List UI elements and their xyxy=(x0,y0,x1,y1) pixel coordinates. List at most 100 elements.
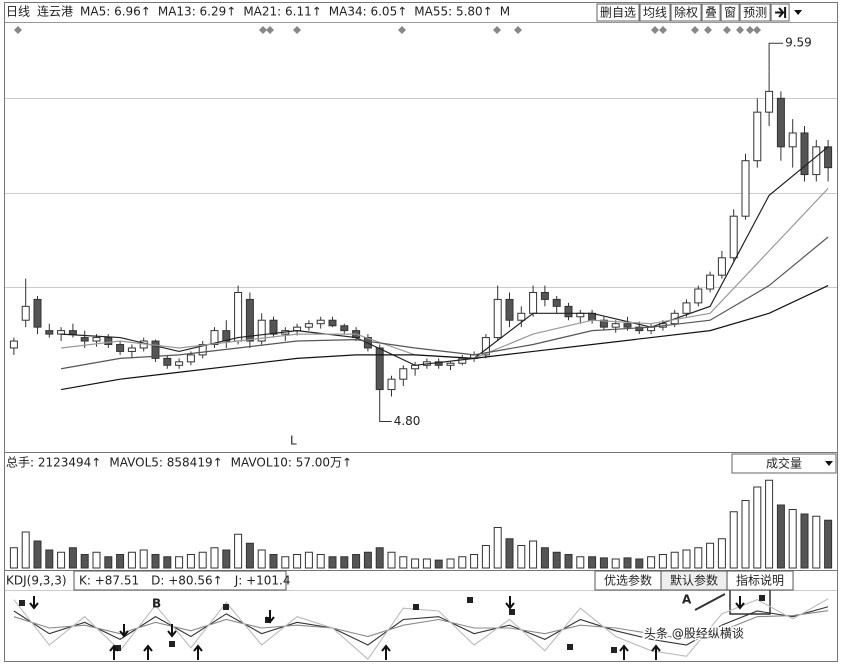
signal-diamond xyxy=(746,26,754,34)
volume-bar xyxy=(198,551,207,569)
candle-body xyxy=(210,330,219,345)
volume-bar xyxy=(92,551,101,569)
up-arrow xyxy=(651,644,661,660)
volume-bar xyxy=(434,559,443,569)
up-arrow xyxy=(619,644,629,660)
candle-body xyxy=(80,337,89,342)
signal-square xyxy=(467,597,473,603)
signal-diamond xyxy=(723,26,731,34)
candle-body xyxy=(328,319,337,327)
toolbar-label[interactable]: 删自选 xyxy=(600,6,636,20)
indicator-button[interactable] xyxy=(726,570,794,591)
candle-body xyxy=(399,368,408,380)
signal-square xyxy=(169,641,175,647)
header-text: MA5: 6.96↑ xyxy=(80,5,151,19)
candle-body xyxy=(269,319,278,335)
candle-body xyxy=(68,330,77,335)
volume-bar xyxy=(529,540,538,569)
signal-diamond xyxy=(651,26,659,34)
indicator-select-label[interactable]: 成交量 xyxy=(766,456,802,471)
volume-bar xyxy=(328,556,337,569)
toolbar-button[interactable] xyxy=(739,3,771,22)
volume-bar xyxy=(9,547,18,569)
volume-bar xyxy=(352,554,361,569)
header-text: M xyxy=(500,5,510,19)
volume-bar xyxy=(446,558,455,569)
candle-body xyxy=(788,132,797,148)
frame xyxy=(4,2,838,662)
candle-body xyxy=(92,337,101,342)
toolbar-button[interactable] xyxy=(670,3,702,22)
indicator-button-label[interactable]: 优选参数 xyxy=(604,573,652,588)
toolbar-label[interactable]: 叠 xyxy=(705,6,717,20)
volume-bar xyxy=(623,557,632,569)
kdj-readout: J: +101.4 xyxy=(234,574,291,588)
signal-square xyxy=(223,604,229,610)
toolbar-label[interactable]: 预测 xyxy=(743,6,767,20)
indicator-button-label[interactable]: 指标说明 xyxy=(736,573,784,588)
header-text: 日线 xyxy=(6,5,30,19)
toolbar-button[interactable] xyxy=(639,3,671,22)
volume-bar xyxy=(717,538,726,569)
candle-body xyxy=(21,305,30,321)
candle-body xyxy=(104,337,113,345)
toolbar-label[interactable]: 均线 xyxy=(643,6,667,20)
candle-body xyxy=(458,357,467,364)
volume-bar xyxy=(340,556,349,569)
volume-bar xyxy=(257,549,266,569)
kdj-line xyxy=(13,598,829,660)
volume-bar xyxy=(635,558,644,569)
toolbar-button[interactable] xyxy=(720,3,740,22)
candle-body xyxy=(340,325,349,332)
candle-body xyxy=(127,347,136,352)
toolbar-button[interactable] xyxy=(701,3,721,22)
candle-body xyxy=(776,97,785,148)
signal-diamond xyxy=(493,26,501,34)
candle-body xyxy=(741,160,750,217)
signal-diamond xyxy=(398,26,406,34)
candle-body xyxy=(446,362,455,366)
header-text: MA34: 6.05↑ xyxy=(329,5,407,19)
volume-bar xyxy=(151,554,160,569)
toolbar-label[interactable]: 窗 xyxy=(724,6,736,20)
arrow-icon xyxy=(775,7,787,18)
volume-bar xyxy=(304,551,313,569)
volume-bar xyxy=(470,554,479,569)
ma-line xyxy=(60,236,829,370)
volume-bar xyxy=(68,547,77,569)
candle-body xyxy=(175,361,184,366)
indicator-select[interactable] xyxy=(731,453,837,474)
signal-diamond xyxy=(736,26,744,34)
toolbar-label[interactable]: 除权 xyxy=(674,5,698,20)
volume-bar xyxy=(540,547,549,569)
volume-bar xyxy=(387,551,396,569)
signal-diamond xyxy=(659,26,667,34)
header-text: MA21: 6.11↑ xyxy=(243,5,321,19)
signal-diamond xyxy=(293,26,301,34)
volume-bar xyxy=(788,509,797,569)
candle-body xyxy=(529,291,538,314)
volume-bar xyxy=(57,551,66,569)
toolbar-button[interactable] xyxy=(596,3,640,22)
volume-bar xyxy=(493,527,502,569)
candle-body xyxy=(151,340,160,359)
volume-bar xyxy=(186,554,195,569)
candle-body xyxy=(729,215,738,259)
down-arrow xyxy=(265,610,275,624)
signal-diamond xyxy=(753,26,761,34)
candle-body xyxy=(186,354,195,363)
kdj-title: KDJ(9,3,3) xyxy=(6,574,67,588)
candle-body xyxy=(505,298,514,321)
volume-bar xyxy=(163,556,172,569)
candle-body xyxy=(765,90,774,113)
candle-body xyxy=(517,312,526,321)
volume-bar xyxy=(552,551,561,569)
candle-body xyxy=(682,302,691,314)
annotation: L xyxy=(290,434,297,448)
candle-body xyxy=(198,344,207,356)
candle-body xyxy=(375,347,384,391)
signal-square xyxy=(19,600,25,606)
indicator-button-label[interactable]: 默认参数 xyxy=(670,573,718,588)
volume-bar xyxy=(45,549,54,569)
